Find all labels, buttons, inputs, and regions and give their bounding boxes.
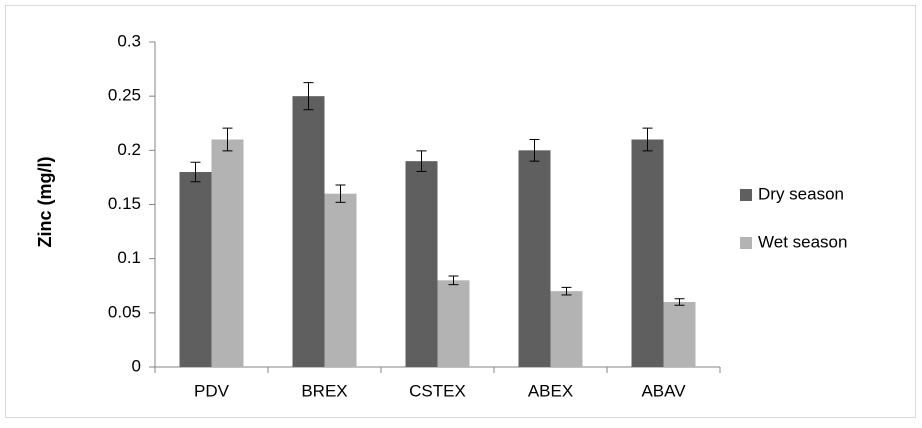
y-tick-label: 0 xyxy=(132,356,141,375)
y-tick-label: 0.1 xyxy=(117,248,141,267)
bar-wet xyxy=(550,291,583,367)
x-category-label: CSTEX xyxy=(409,381,466,400)
bar-wet xyxy=(437,280,470,367)
bar-wet xyxy=(211,139,244,367)
bar-dry xyxy=(405,161,438,367)
legend-swatch xyxy=(740,189,752,201)
bar-dry xyxy=(631,139,664,367)
legend: Dry season Wet season xyxy=(740,184,847,251)
bar-dry xyxy=(179,172,212,367)
legend-swatch xyxy=(740,237,752,249)
y-tick-label: 0.2 xyxy=(117,140,141,159)
bar-dry xyxy=(518,150,551,367)
x-category-label: PDV xyxy=(194,381,230,400)
bar-wet xyxy=(663,302,696,367)
bar-wet xyxy=(324,193,357,367)
x-category-label: ABAV xyxy=(641,381,686,400)
y-tick-label: 0.05 xyxy=(108,302,141,321)
legend-label: Wet season xyxy=(758,232,847,251)
y-tick-label: 0.3 xyxy=(117,31,141,50)
bar-dry xyxy=(292,96,325,368)
y-tick-label: 0.15 xyxy=(108,194,141,213)
x-category-label: ABEX xyxy=(528,381,573,400)
x-category-label: BREX xyxy=(301,381,347,400)
y-axis-label: Zinc (mg/l) xyxy=(35,157,55,248)
legend-label: Dry season xyxy=(758,184,844,203)
chart-frame xyxy=(5,5,916,418)
plot-area: 0 0.05 0.1 0.15 0.2 0.25 0.3 PDV BREX CSTEX ABEX AB… xyxy=(108,31,721,400)
y-tick-label: 0.25 xyxy=(108,86,141,105)
